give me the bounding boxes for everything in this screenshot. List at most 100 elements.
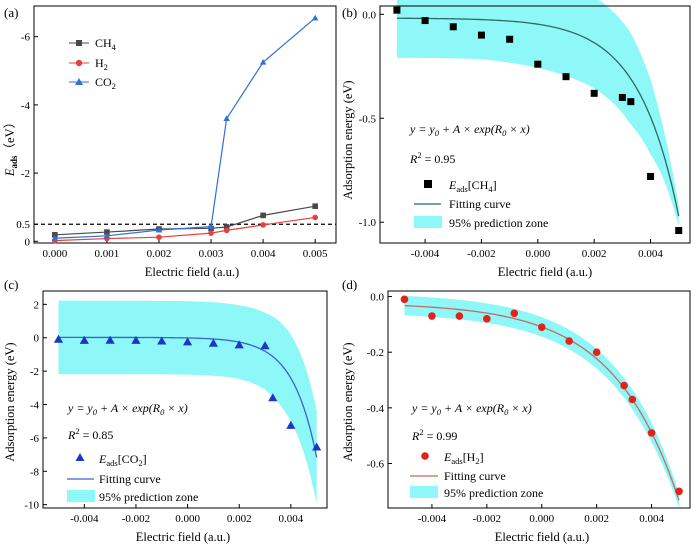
panel-b: (b) -0.004 -0.002 0.000 0.002 0.004 0.0 -0.5 -1… [341,0,691,279]
panel-b-legend: Eads[CH4] Fitting curve 95% prediction z… [414,178,548,230]
panel-d-data-point [400,295,409,304]
panel-b-fit-curve [396,17,680,217]
series-h2-point [156,234,162,241]
panel-c-title: (c) [4,277,18,292]
panel-b-ytick-label: 0.0 [362,9,376,21]
panel-c-data-point [312,442,322,451]
series-ch4-point [260,212,266,219]
panel-d-xlabel: Electric field (a.u.) [495,530,589,544]
panel-b-xtick-label: 0.000 [525,248,550,260]
panel-c-ytick-label: 2 [34,299,40,311]
panel-a-xlabel: Electric field (a.u.) [145,265,239,279]
panel-d-data-point [647,429,656,437]
svg-text:CH4: CH4 [95,36,117,52]
panel-c-xtick-label: 0.004 [278,513,303,525]
panel-c-frame [42,290,328,509]
panel-d-data-point [510,309,519,318]
panel-c-ytick-label: -10 [24,500,39,512]
panel-c-data-point [208,338,218,347]
panel-c-prediction-band [58,300,317,505]
panel-c-r2: R2 = 0.85 [67,426,113,442]
svg-text:H2: H2 [95,56,108,72]
panel-d-title: (d) [342,277,357,292]
panel-d-xtick-label: -0.002 [473,513,501,525]
panel-d-data-point [483,315,491,323]
series-ch4-line [54,205,316,236]
panel-b-data-point [393,6,401,14]
series-h2-point [260,222,266,228]
panel-b-annotations: y = y0 + A × exp(R0 × x) R2 = 0.95 [409,122,530,166]
panel-c-annotations: y = y0 + A × exp(R0 × x) R2 = 0.85 [67,401,188,442]
legend-b-band-swatch [414,216,442,228]
panel-d-data-point [675,487,683,496]
legend-co2: CO2 [69,75,116,91]
series-h2-point [312,214,318,221]
legend-b-band-label: 95% prediction zone [449,216,548,230]
panel-d-ytick-label: 0.0 [370,292,384,304]
svg-text:CO2: CO2 [95,75,116,91]
panel-b-data-point [534,60,542,68]
panel-c-ytick-label: -4 [30,400,40,412]
panel-d-data-point [565,337,573,345]
legend-c-band-swatch [67,490,95,502]
panel-b-xtick-label: 0.004 [638,248,663,260]
panel-d-ytick-label: -0.6 [367,458,385,470]
legend-h2-marker [75,59,83,67]
panel-d-ylabel: Adsorption energy (eV) [341,342,355,461]
panel-d-data-point [455,312,464,320]
legend-c-marker [75,453,85,461]
panel-a-ytick-label: 0 [25,236,31,248]
panel-b-data-point [647,172,655,180]
series-co2-point [51,235,59,241]
legend-h2: H2 [69,56,108,72]
panel-b-xlabel: Electric field (a.u.) [498,265,592,279]
panel-a-xtick-label: 0.003 [199,248,224,260]
panel-c-legend: Eads[CO2] Fitting curve 95% prediction z… [67,452,198,504]
panel-d-xtick-label: -0.004 [418,513,447,525]
panel-c-data-point [157,336,167,345]
panel-c-data-point [260,341,270,350]
panel-b-equation: y = y0 + A × exp(R0 × x) [409,122,530,138]
panel-c-data-point [268,393,278,402]
panel-b-title: (b) [342,5,357,20]
panel-b-prediction-band [396,0,679,227]
panel-a: (a) 0.000 0.001 0.002 0.003 0.004 0.005 0 0.5 -2… [3,5,337,279]
panel-b-data-point [506,35,514,43]
legend-d-band-swatch [410,486,438,498]
series-co2-point [155,226,163,233]
panel-a-xtick-label: 0.000 [42,248,67,260]
panel-c: (c) -0.004 -0.002 0.000 0.002 0.00420-2-4-6-… [3,277,328,544]
legend-c-fit-label: Fitting curve [99,472,161,486]
panel-c-data-point [53,334,64,343]
panel-c-data-point [182,337,193,346]
panel-d-xtick-label: 0.002 [584,513,609,525]
panel-c-data-point [131,335,141,344]
panel-a-ytick-label: -6 [21,32,31,44]
legend-d-band-label: 95% prediction zone [444,486,543,500]
panel-c-data-point [234,340,244,349]
panel-a-xtick-label: 0.002 [147,248,172,260]
legend-b-marker [424,180,432,188]
panel-d-xtick-label: 0.000 [529,513,554,525]
panel-b-xtick-label: 0.002 [582,248,607,260]
panel-b-frame [379,5,691,244]
legend-b-marker-label: Eads[CH4] [448,178,497,194]
series-ch4-point [312,203,318,209]
panel-c-data-point [105,335,115,344]
panel-d-equation: y = y0 + A × exp(R0 × x) [411,401,532,417]
panel-b-ytick-label: -0.5 [359,113,377,125]
legend-c-marker-label: Eads[CO2] [98,452,147,468]
series-h2-point [223,227,230,234]
panel-a-plot: 0.000 0.001 0.002 0.003 0.004 0.005 0 0.5 -2 -4 -6 [16,5,337,260]
panel-c-xtick-label: -0.004 [70,513,99,525]
series-co2-point [103,232,111,239]
panel-d-ytick-label: -0.4 [367,403,385,415]
panel-d-data-point [537,323,546,331]
panel-c-ytick-label: -8 [30,466,40,478]
panel-b-data-point [590,89,598,97]
panel-d-r2: R2 = 0.99 [411,427,457,443]
panel-d-frame [387,290,691,509]
panel-d-legend: Eads[H2] Fitting curve 95% prediction zo… [410,450,543,500]
panel-c-xtick-label: 0.002 [227,513,252,525]
legend-ch4: CH4 [69,36,117,52]
